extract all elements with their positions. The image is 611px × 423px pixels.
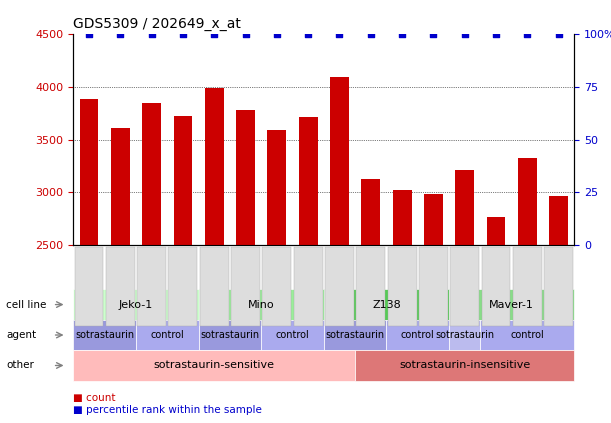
Bar	[236, 110, 255, 423]
Point	[335, 30, 345, 37]
Point	[84, 30, 94, 37]
Bar	[299, 118, 318, 423]
Text: Mino: Mino	[248, 299, 274, 310]
Point	[522, 30, 532, 37]
Bar	[79, 99, 98, 423]
Bar	[142, 103, 161, 423]
Text: sotrastaurin-sensitive: sotrastaurin-sensitive	[154, 360, 275, 371]
Text: ■ percentile rank within the sample: ■ percentile rank within the sample	[73, 405, 262, 415]
Bar	[486, 217, 505, 423]
Bar	[518, 158, 536, 423]
Bar	[549, 196, 568, 423]
Point	[178, 30, 188, 37]
Text: Z138: Z138	[372, 299, 401, 310]
Text: sotrastaurin: sotrastaurin	[200, 330, 260, 340]
Text: Jeko-1: Jeko-1	[119, 299, 153, 310]
Point	[554, 30, 563, 37]
Bar	[330, 77, 349, 423]
Bar	[455, 170, 474, 423]
Text: GDS5309 / 202649_x_at: GDS5309 / 202649_x_at	[73, 17, 241, 31]
Point	[366, 30, 376, 37]
Point	[147, 30, 156, 37]
Text: sotrastaurin: sotrastaurin	[326, 330, 385, 340]
Text: other: other	[6, 360, 34, 371]
Point	[241, 30, 251, 37]
Text: agent: agent	[6, 330, 36, 340]
Point	[272, 30, 282, 37]
Text: control: control	[511, 330, 544, 340]
Text: ■ count: ■ count	[73, 393, 116, 403]
Point	[397, 30, 407, 37]
Bar	[361, 179, 380, 423]
Bar	[174, 116, 192, 423]
Bar	[424, 194, 443, 423]
Point	[210, 30, 219, 37]
Bar	[111, 128, 130, 423]
Bar	[268, 130, 286, 423]
Bar	[205, 88, 224, 423]
Point	[460, 30, 470, 37]
Text: sotrastaurin: sotrastaurin	[75, 330, 134, 340]
Point	[491, 30, 501, 37]
Text: sotrastaurin: sotrastaurin	[435, 330, 494, 340]
Point	[303, 30, 313, 37]
Point	[428, 30, 438, 37]
Text: cell line: cell line	[6, 299, 46, 310]
Text: sotrastaurin-insensitive: sotrastaurin-insensitive	[399, 360, 530, 371]
Bar	[393, 190, 412, 423]
Text: control: control	[150, 330, 184, 340]
Point	[115, 30, 125, 37]
Text: control: control	[401, 330, 434, 340]
Text: Maver-1: Maver-1	[489, 299, 534, 310]
Text: control: control	[276, 330, 309, 340]
